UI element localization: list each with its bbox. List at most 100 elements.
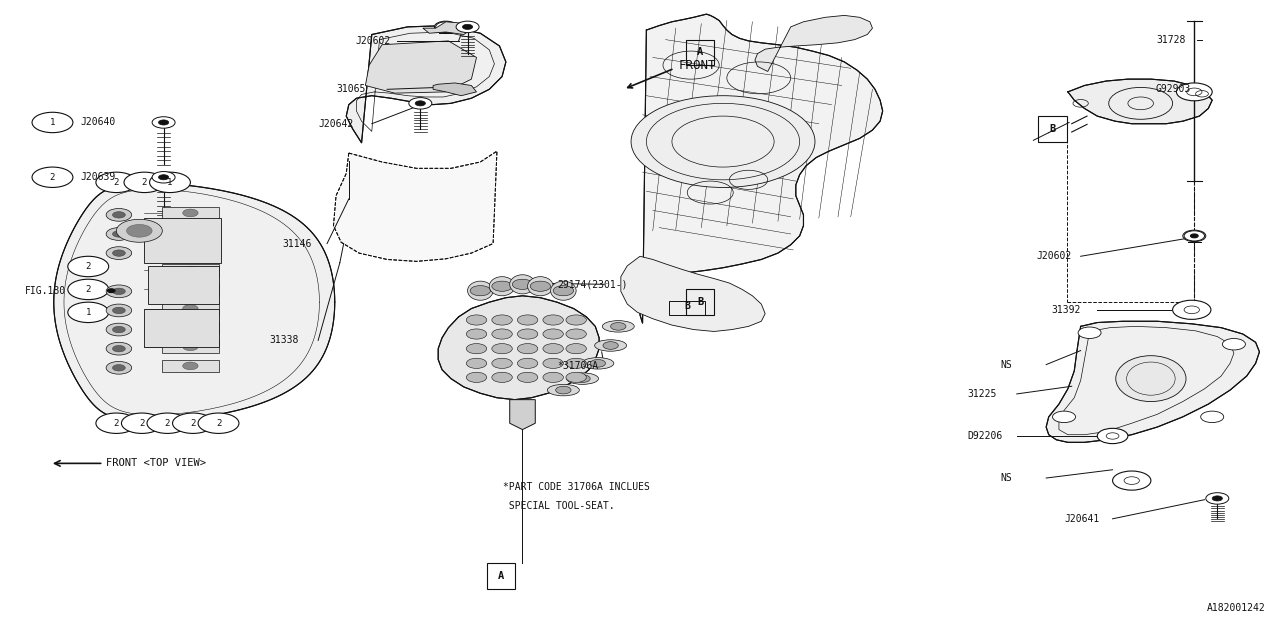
Polygon shape (640, 14, 883, 323)
Bar (163, 245, 219, 257)
Text: A: A (498, 571, 504, 581)
Circle shape (183, 343, 198, 351)
Text: FRONT <TOP VIEW>: FRONT <TOP VIEW> (106, 458, 206, 468)
Text: SPECIAL TOOL-SEAT.: SPECIAL TOOL-SEAT. (503, 501, 614, 511)
Bar (163, 302, 219, 315)
Circle shape (1112, 471, 1151, 490)
Circle shape (517, 358, 538, 369)
Circle shape (556, 387, 571, 394)
Circle shape (68, 302, 109, 323)
Text: FRONT: FRONT (678, 59, 716, 72)
Circle shape (183, 247, 198, 255)
Circle shape (106, 362, 132, 374)
Circle shape (492, 329, 512, 339)
Polygon shape (334, 151, 497, 261)
Circle shape (198, 413, 239, 433)
Circle shape (1206, 493, 1229, 504)
Circle shape (127, 225, 152, 237)
Circle shape (113, 326, 125, 333)
Bar (686, 289, 714, 315)
Text: A: A (696, 47, 703, 58)
Text: B: B (685, 301, 690, 311)
Circle shape (159, 175, 169, 180)
Text: 29174(2301-): 29174(2301-) (557, 279, 627, 289)
Text: J20602: J20602 (1036, 252, 1071, 261)
Text: NS: NS (1000, 473, 1012, 483)
Circle shape (566, 329, 586, 339)
Circle shape (466, 358, 486, 369)
Circle shape (435, 22, 456, 32)
Circle shape (173, 413, 214, 433)
Text: 2: 2 (165, 419, 170, 428)
Ellipse shape (603, 321, 635, 332)
Circle shape (590, 360, 605, 367)
Circle shape (116, 220, 163, 243)
Circle shape (113, 307, 125, 314)
Polygon shape (438, 296, 599, 399)
Ellipse shape (509, 275, 535, 294)
Circle shape (108, 289, 115, 292)
Ellipse shape (548, 385, 580, 396)
Text: 2: 2 (86, 285, 91, 294)
Text: 2: 2 (191, 419, 196, 428)
Circle shape (1078, 327, 1101, 339)
Circle shape (512, 279, 532, 289)
Circle shape (517, 315, 538, 325)
Polygon shape (346, 26, 506, 143)
Circle shape (492, 358, 512, 369)
Bar (148, 266, 219, 304)
Circle shape (566, 358, 586, 369)
Ellipse shape (489, 276, 515, 296)
Circle shape (1176, 83, 1212, 100)
Circle shape (1222, 339, 1245, 350)
Circle shape (543, 329, 563, 339)
Text: FIG.180: FIG.180 (24, 285, 65, 296)
Circle shape (1052, 411, 1075, 422)
Circle shape (150, 172, 191, 193)
Ellipse shape (582, 358, 614, 369)
Circle shape (183, 266, 198, 274)
Ellipse shape (595, 340, 627, 351)
Circle shape (566, 315, 586, 325)
Text: J20602: J20602 (355, 36, 390, 46)
Circle shape (442, 25, 449, 29)
Bar (163, 207, 219, 220)
Circle shape (408, 98, 431, 109)
Circle shape (466, 315, 486, 325)
Circle shape (106, 285, 132, 298)
Circle shape (466, 372, 486, 383)
Text: 31225: 31225 (966, 389, 996, 399)
Circle shape (517, 329, 538, 339)
Circle shape (492, 281, 512, 291)
Circle shape (1212, 496, 1222, 501)
Ellipse shape (1116, 356, 1187, 401)
Circle shape (1201, 411, 1224, 422)
Circle shape (113, 346, 125, 352)
Text: 31146: 31146 (283, 239, 312, 248)
Text: 2: 2 (50, 173, 55, 182)
Polygon shape (365, 41, 476, 93)
Circle shape (543, 372, 563, 383)
Circle shape (1183, 230, 1206, 242)
Circle shape (113, 250, 125, 256)
Circle shape (566, 344, 586, 354)
Text: 1: 1 (50, 118, 55, 127)
Polygon shape (1068, 79, 1212, 124)
Ellipse shape (527, 276, 553, 296)
Circle shape (32, 112, 73, 132)
Circle shape (530, 281, 550, 291)
Circle shape (106, 342, 132, 355)
Text: 2: 2 (142, 178, 147, 187)
Text: 31728: 31728 (1156, 35, 1185, 45)
Circle shape (159, 120, 169, 125)
Circle shape (1190, 234, 1198, 238)
Bar (1038, 116, 1066, 141)
Circle shape (113, 365, 125, 371)
Text: J20642: J20642 (319, 119, 353, 129)
Circle shape (183, 285, 198, 293)
Circle shape (415, 100, 425, 106)
Text: NS: NS (1000, 360, 1012, 370)
Circle shape (434, 21, 457, 33)
Text: 2: 2 (216, 419, 221, 428)
Text: J20639: J20639 (81, 172, 115, 182)
